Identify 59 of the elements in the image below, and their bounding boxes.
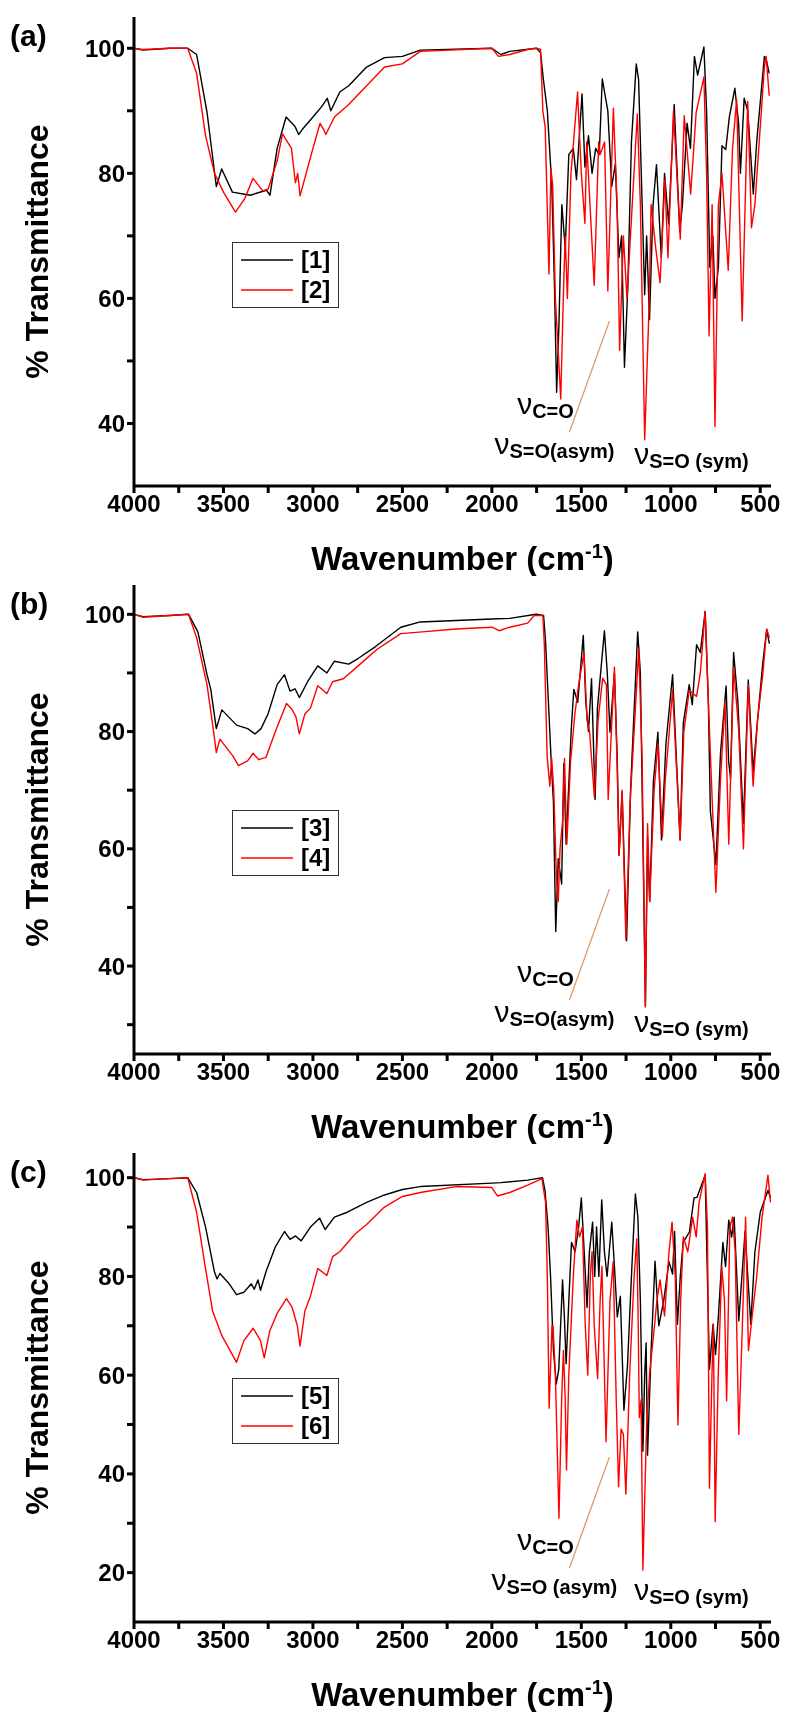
x-tick-label: 4000: [107, 490, 161, 518]
x-tick-label: 2000: [465, 1626, 519, 1654]
annotation: ν$_{C=O}$: [517, 1523, 574, 1559]
legend-label: [6]: [301, 1411, 331, 1440]
x-tick-label: 2500: [375, 1058, 430, 1086]
annotation: ν$_{S=O(asym)}$: [494, 995, 615, 1031]
x-tick-label: 3500: [196, 490, 251, 518]
line-series: [134, 1173, 771, 1571]
y-tick-label: 80: [98, 159, 125, 187]
x-tick-label: 2500: [375, 490, 430, 518]
x-tick-label: 2000: [465, 490, 519, 518]
y-tick-label: 60: [98, 835, 125, 863]
x-tick-label: 3000: [286, 1058, 340, 1086]
annotation: ν$_{C=O}$: [517, 387, 574, 423]
x-tick-label: 500: [740, 1626, 781, 1654]
y-tick-label: 80: [98, 718, 125, 746]
legend-label: [2]: [301, 275, 331, 304]
chart-title: (a): [10, 19, 47, 52]
legend-label: [5]: [301, 1381, 331, 1410]
y-tick-label: 40: [98, 1460, 125, 1488]
y-axis-title: % Transmittance: [19, 124, 55, 379]
x-tick-label: 3000: [286, 490, 340, 518]
x-tick-label: 4000: [107, 1626, 161, 1654]
x-tick-label: 1000: [644, 1058, 698, 1086]
x-tick-label: 1500: [554, 1058, 609, 1086]
y-tick-label: 20: [98, 1559, 125, 1587]
y-tick-label: 40: [98, 952, 125, 980]
x-tick-label: 3000: [286, 1626, 340, 1654]
x-tick-label: 1000: [644, 1626, 698, 1654]
annotation: ν$_{C=O}$: [517, 955, 574, 991]
y-tick-label: 60: [98, 284, 125, 312]
annotation: ν$_{S=O (sym)}$: [634, 436, 749, 472]
y-tick-label: 100: [84, 1164, 125, 1192]
y-tick-label: 80: [98, 1262, 125, 1290]
annotation: ν$_{S=O (sym)}$: [634, 1572, 749, 1608]
annotation: ν$_{S=O(asym)}$: [494, 427, 615, 463]
x-tick-label: 2500: [375, 1626, 430, 1654]
x-tick-label: 2000: [465, 1058, 519, 1086]
y-tick-label: 40: [98, 409, 125, 437]
legend-label: [1]: [301, 245, 331, 274]
y-tick-label: 100: [84, 34, 125, 62]
chart-title: (c): [10, 1155, 47, 1188]
legend-label: [4]: [301, 843, 331, 872]
y-axis-title: % Transmittance: [19, 692, 55, 947]
x-tick-label: 1500: [554, 1626, 609, 1654]
x-tick-label: 500: [740, 490, 781, 518]
y-tick-label: 100: [84, 600, 125, 628]
annotation: ν$_{S=O (sym)}$: [634, 1004, 749, 1040]
legend-label: [3]: [301, 813, 331, 842]
y-tick-label: 60: [98, 1361, 125, 1389]
annotation: ν$_{S=O (asym)}$: [491, 1563, 618, 1599]
x-tick-label: 1500: [554, 490, 609, 518]
x-tick-label: 1000: [644, 490, 698, 518]
x-tick-label: 3500: [196, 1058, 251, 1086]
y-axis-title: % Transmittance: [19, 1260, 55, 1515]
x-tick-label: 500: [740, 1058, 781, 1086]
x-tick-label: 4000: [107, 1058, 161, 1086]
chart-title: (b): [10, 587, 49, 620]
x-tick-label: 3500: [196, 1626, 251, 1654]
